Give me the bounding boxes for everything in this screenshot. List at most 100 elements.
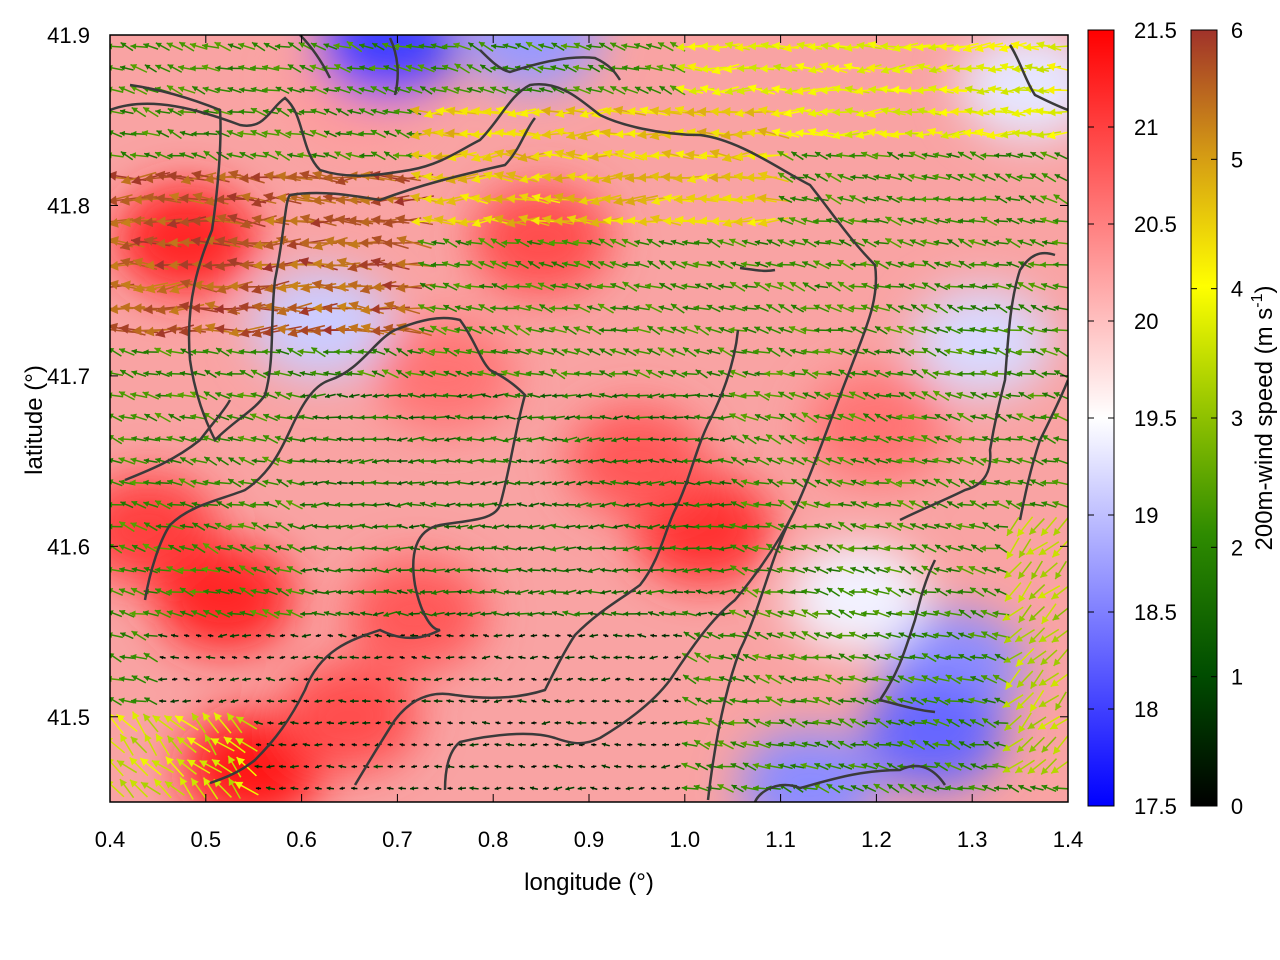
wind-arrowhead [885,695,893,702]
wind-arrowhead [862,784,869,791]
wind-arrowhead [921,653,929,659]
wind-arrowhead [790,589,796,595]
wind-arrowhead [836,544,844,551]
wind-arrowhead [264,566,271,572]
wind-arrowhead [554,655,559,660]
wind-arrowhead [575,458,581,464]
wind-arrowhead [255,786,260,791]
wind-arrowhead [459,721,463,725]
wind-arrowhead [1029,527,1037,535]
wind-arrowhead [801,697,808,704]
wind-arrowhead [707,589,713,595]
wind-arrowhead [542,786,547,791]
wind-arrowhead [190,479,197,486]
wind-arrowhead [695,589,701,595]
wind-arrowhead [263,501,270,507]
wind-arrowhead [351,764,355,769]
wind-arrowhead [435,742,439,747]
wind-arrowhead [993,741,1000,747]
wind-arrowhead [131,631,138,637]
wind-arrowhead [848,588,855,596]
wind-arrowhead [848,545,855,552]
wind-arrowhead [249,544,256,552]
wind-arrowhead [801,544,808,551]
wind-arrowhead [826,784,833,790]
wind-arrowhead [335,610,341,617]
wind-arrowhead [1041,784,1048,791]
wind-arrowhead [179,501,186,507]
wind-arrowhead [957,589,963,595]
wind-arrowhead [159,699,163,704]
wind-arrowhead [180,777,188,786]
wind-arrowhead [932,675,939,682]
wind-arrowhead [349,655,354,660]
wind-arrowhead [143,479,149,486]
wind-arrowhead [874,654,880,660]
wind-arrowhead [285,588,293,595]
wind-arrowhead [382,523,388,530]
wind-arrowhead [433,698,438,704]
wind-arrowhead [455,458,461,464]
wind-arrowhead [601,742,607,747]
wind-arrowhead [154,609,162,616]
wind-arrowhead [848,654,855,661]
wind-arrowhead [491,545,497,551]
wind-arrowhead [1051,635,1060,643]
wind-arrowhead [860,523,867,530]
wind-arrowhead [625,633,630,638]
wind-arrowhead [1038,635,1047,642]
wind-arrowhead [683,523,689,529]
wind-arrowhead [969,479,976,486]
wind-arrowhead [578,764,583,769]
wind-arrowhead [255,677,259,682]
wind-arrowhead [387,743,392,747]
wind-arrowhead [468,480,474,486]
wind-arrowhead [729,609,736,616]
wind-arrowhead [469,742,474,747]
wind-arrowhead [670,610,676,617]
wind-arrowhead [143,653,151,659]
wind-arrowhead [110,737,114,743]
wind-arrowhead [242,677,247,682]
wind-arrowhead [1002,744,1011,752]
wind-arrowhead [314,742,319,747]
wind-arrowhead [375,677,380,682]
wind-arrowhead [435,721,439,725]
wind-arrowhead [140,782,149,790]
wind-arrowhead [743,675,750,681]
wind-arrowhead [603,634,607,638]
wind-arrowhead [579,699,583,703]
wind-vector [110,715,124,735]
wind-arrowhead [238,479,245,486]
wind-arrowhead [659,502,665,508]
wind-arrowhead [682,545,688,552]
wind-arrowhead [590,699,595,703]
wind-arrowhead [947,501,953,507]
wind-arrowhead [286,479,293,486]
wind-vectors [110,40,1068,800]
wind-arrowhead [675,786,679,790]
wind-arrowhead [326,764,331,769]
wind-arrowhead [431,480,437,486]
wind-arrowhead [507,677,512,681]
wind-arrowhead [315,786,319,791]
wind-arrowhead [458,764,463,769]
wind-arrowhead [303,764,308,769]
wind-arrowhead [202,712,211,722]
wind-arrowhead [266,633,271,638]
wind-arrowhead [327,677,332,681]
wind-arrowhead [203,588,209,595]
wind-arrowhead [362,655,367,660]
wind-arrowhead [431,589,437,596]
wind-arrowhead [935,544,941,550]
wind-arrowhead [694,632,701,638]
wind-arrowhead [408,524,414,530]
wind-arrowhead [303,786,308,790]
wind-arrowhead [993,523,1000,530]
wind-arrowhead [339,743,344,747]
wind-arrowhead [650,633,655,638]
wind-arrowhead [1031,571,1038,580]
wind-arrowhead [265,676,271,682]
wind-arrowhead [765,741,772,748]
wind-arrowhead [541,698,547,704]
